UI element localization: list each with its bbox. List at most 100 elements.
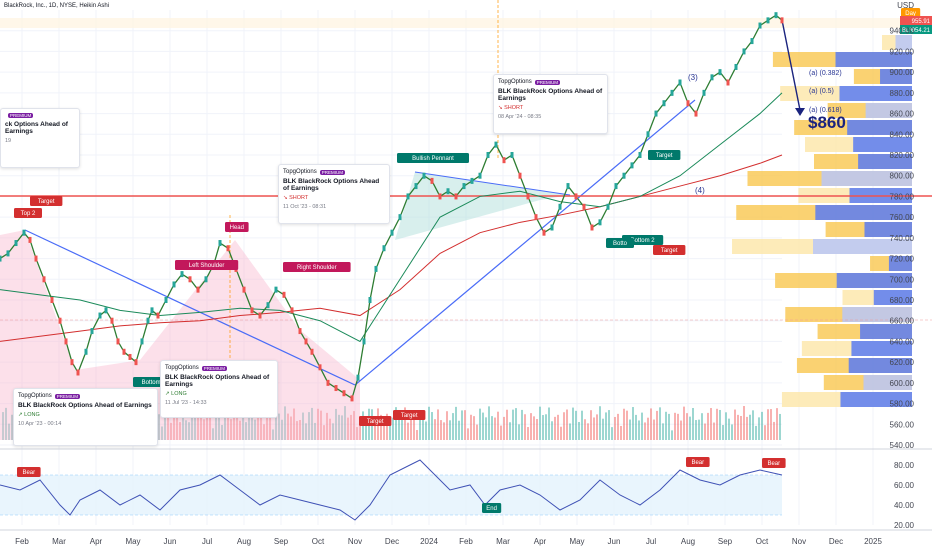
candle [518,172,522,179]
idea-card[interactable]: TopgOptions PREMIUM BLK BlackRock Options … [13,388,158,446]
volume-profile-bar-down [864,222,912,237]
fib-label: (a) (0.5) [809,88,834,95]
bottom-label: Botto [613,241,628,247]
top-band [0,18,932,28]
volume-bar [176,411,178,440]
volume-bar [365,425,367,440]
x-tick-label: Jun [608,537,621,546]
top2-label: Top 2 [21,211,36,217]
volume-bar [254,419,256,440]
idea-card[interactable]: TopgOptions PREMIUM BLK BlackRock Options … [278,164,390,224]
card-title: BLK BlackRock Options Ahead of Earnings [498,88,603,102]
candle [98,312,102,319]
price-tick-label: 540.00 [890,441,915,450]
candle [290,307,294,314]
currency-label: USD [897,1,914,10]
candle [422,172,426,179]
last-price-tag-bg [900,25,932,34]
volume-bar [158,414,160,440]
candle [774,12,778,19]
volume-bar [575,410,577,440]
candle [356,374,360,381]
candle [510,152,514,158]
volume-bar [476,424,478,440]
volume-bar [164,411,166,440]
volume-bar [218,413,220,440]
card-date: 10 Apr '23 - 00:14 [18,421,62,427]
volume-bar [725,412,727,440]
price-tick-label: 700.00 [890,275,915,284]
bottom-label-bg [606,238,634,248]
volume-bar [203,419,205,440]
candle [710,74,714,81]
candle [116,338,120,345]
volume-bar [755,425,757,440]
candle [462,183,466,190]
idea-card[interactable]: PREMIUM ck Options Ahead of Earnings 19 [0,108,80,168]
x-tick-label: Apr [90,537,103,546]
volume-bar [413,414,415,440]
volume-bar [350,414,352,440]
left-shoulder-label-bg [175,260,239,270]
volume-bar [452,413,454,440]
price-tick-label: 600.00 [890,379,915,388]
volume-bar [404,407,406,440]
volume-bar [650,408,652,440]
volume-bar [746,416,748,440]
volume-bar [308,412,310,440]
volume-bar [572,407,574,440]
volume-bar [224,408,226,440]
volume-profile-bar-down [895,35,912,50]
volume-bar [230,419,232,440]
volume-bar [659,407,661,440]
volume-bar [182,411,184,440]
candle [180,271,184,278]
volume-profile-bar-down [853,137,912,152]
idea-card[interactable]: TopgOptions PREMIUM BLK BlackRock Options … [160,360,278,418]
volume-bar [710,408,712,440]
target-label-bg [393,410,426,420]
x-tick-label: Aug [681,537,695,546]
volume-bar [278,413,280,440]
volume-bar [455,406,457,440]
candle [76,369,80,376]
candle [362,338,366,345]
price-tick-label: 940.00 [890,27,915,36]
volume-profile-bar-down [836,273,912,288]
volume-profile-bar-down [863,375,912,390]
volume-bar [269,414,271,440]
volume-bar [680,420,682,440]
candle [670,89,674,96]
x-tick-label: Sep [274,537,289,546]
candle [390,229,394,236]
ma-red-line [0,154,783,342]
x-tick-label: Nov [348,537,362,546]
card-brand: TopgOptions [283,169,317,175]
volume-bar [251,408,253,440]
card-date: 19 [5,138,12,144]
bear-label-bg [17,467,41,477]
volume-bar [290,416,292,440]
target-label-bg [653,245,686,255]
projection-arrow [795,108,805,116]
volume-bar [605,412,607,440]
volume-bar [236,415,238,440]
volume-bar [641,412,643,440]
candle [50,297,54,303]
idea-card[interactable]: TopgOptions PREMIUM BLK BlackRock Options … [493,74,608,134]
volume-bar [257,410,259,440]
volume-profile-bar-down [835,52,912,67]
volume-bar [221,424,223,440]
volume-bar [770,409,772,440]
volume-bar [170,422,172,440]
target-label-bg [648,150,681,160]
volume-bar [647,417,649,440]
candle [104,307,108,314]
volume-bar [185,420,187,440]
card-direction: ↘ SHORT [498,105,524,111]
volume-bar [446,411,448,440]
volume-bar [665,411,667,440]
volume-bar [548,407,550,440]
x-tick-label: Oct [756,537,769,546]
bear-label: Bear [767,461,780,467]
